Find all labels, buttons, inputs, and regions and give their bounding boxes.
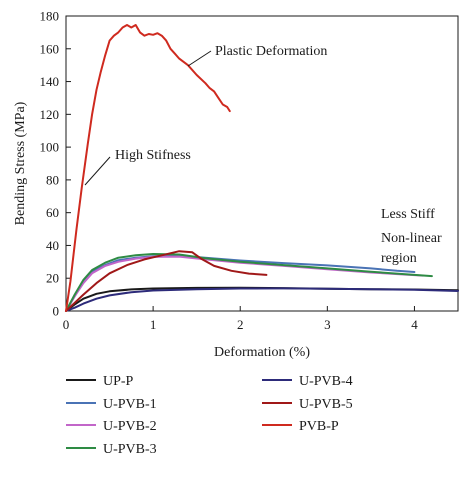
x-axis-title: Deformation (%) (214, 345, 310, 360)
legend-label-u-pvb-1: U-PVB-1 (103, 397, 157, 412)
legend-label-u-pvb-5: U-PVB-5 (299, 397, 353, 412)
x-tick-label: 4 (411, 317, 418, 332)
y-tick-label: 40 (46, 238, 59, 253)
x-tick-label: 0 (63, 317, 70, 332)
x-tick-label: 3 (324, 317, 331, 332)
legend: UP-P U-PVB-1 U-PVB-2 U-PVB-3 U-PVB-4 U-PVB-5 P… (66, 374, 353, 457)
y-tick-label: 0 (53, 304, 60, 319)
annotation-high-stiffness: High Stifness (115, 148, 191, 163)
annotation-layer: Plastic Deformation High Stifness Less S… (84, 44, 442, 266)
legend-label-up-p: UP-P (103, 374, 134, 389)
plastic-leader-line (187, 50, 212, 67)
x-tick-label: 2 (237, 317, 244, 332)
series-line-u-pvb-1 (65, 254, 416, 312)
high-stiffness-leader-line (84, 156, 111, 186)
annotation-nonlinear-line1: Non-linear (381, 231, 442, 246)
series-line-up-p (65, 286, 459, 312)
series-line-pvb-p (65, 24, 231, 312)
legend-label-pvb-p: PVB-P (299, 419, 339, 434)
y-tick-label: 140 (40, 74, 60, 89)
series-line-u-pvb-2 (65, 255, 425, 312)
x-tick-label: 1 (150, 317, 157, 332)
y-tick-label: 20 (46, 271, 59, 286)
y-tick-label: 100 (40, 140, 60, 155)
y-tick-label: 120 (40, 107, 60, 122)
series-line-u-pvb-5 (65, 250, 268, 312)
series-layer (65, 24, 459, 312)
plot-area (65, 15, 459, 312)
y-axis-title: Bending Stress (MPa) (13, 101, 28, 225)
annotation-less-stiff: Less Stiff (381, 207, 435, 222)
legend-label-u-pvb-3: U-PVB-3 (103, 442, 157, 457)
y-tick-label: 80 (46, 172, 59, 187)
y-tick-label: 180 (40, 9, 60, 24)
annotation-plastic-deformation: Plastic Deformation (215, 44, 327, 59)
legend-label-u-pvb-2: U-PVB-2 (103, 419, 157, 434)
annotation-nonlinear-line2: region (381, 251, 417, 266)
plot-frame (65, 15, 459, 312)
legend-label-u-pvb-4: U-PVB-4 (299, 374, 353, 389)
series-line-u-pvb-4 (65, 287, 459, 312)
series-line-u-pvb-3 (65, 253, 433, 312)
y-tick-label: 60 (46, 205, 59, 220)
axes: 0 20 40 60 80 100 120 140 160 180 0 1 2 3 4 Deformation… (13, 9, 418, 361)
y-tick-label: 160 (40, 41, 60, 56)
